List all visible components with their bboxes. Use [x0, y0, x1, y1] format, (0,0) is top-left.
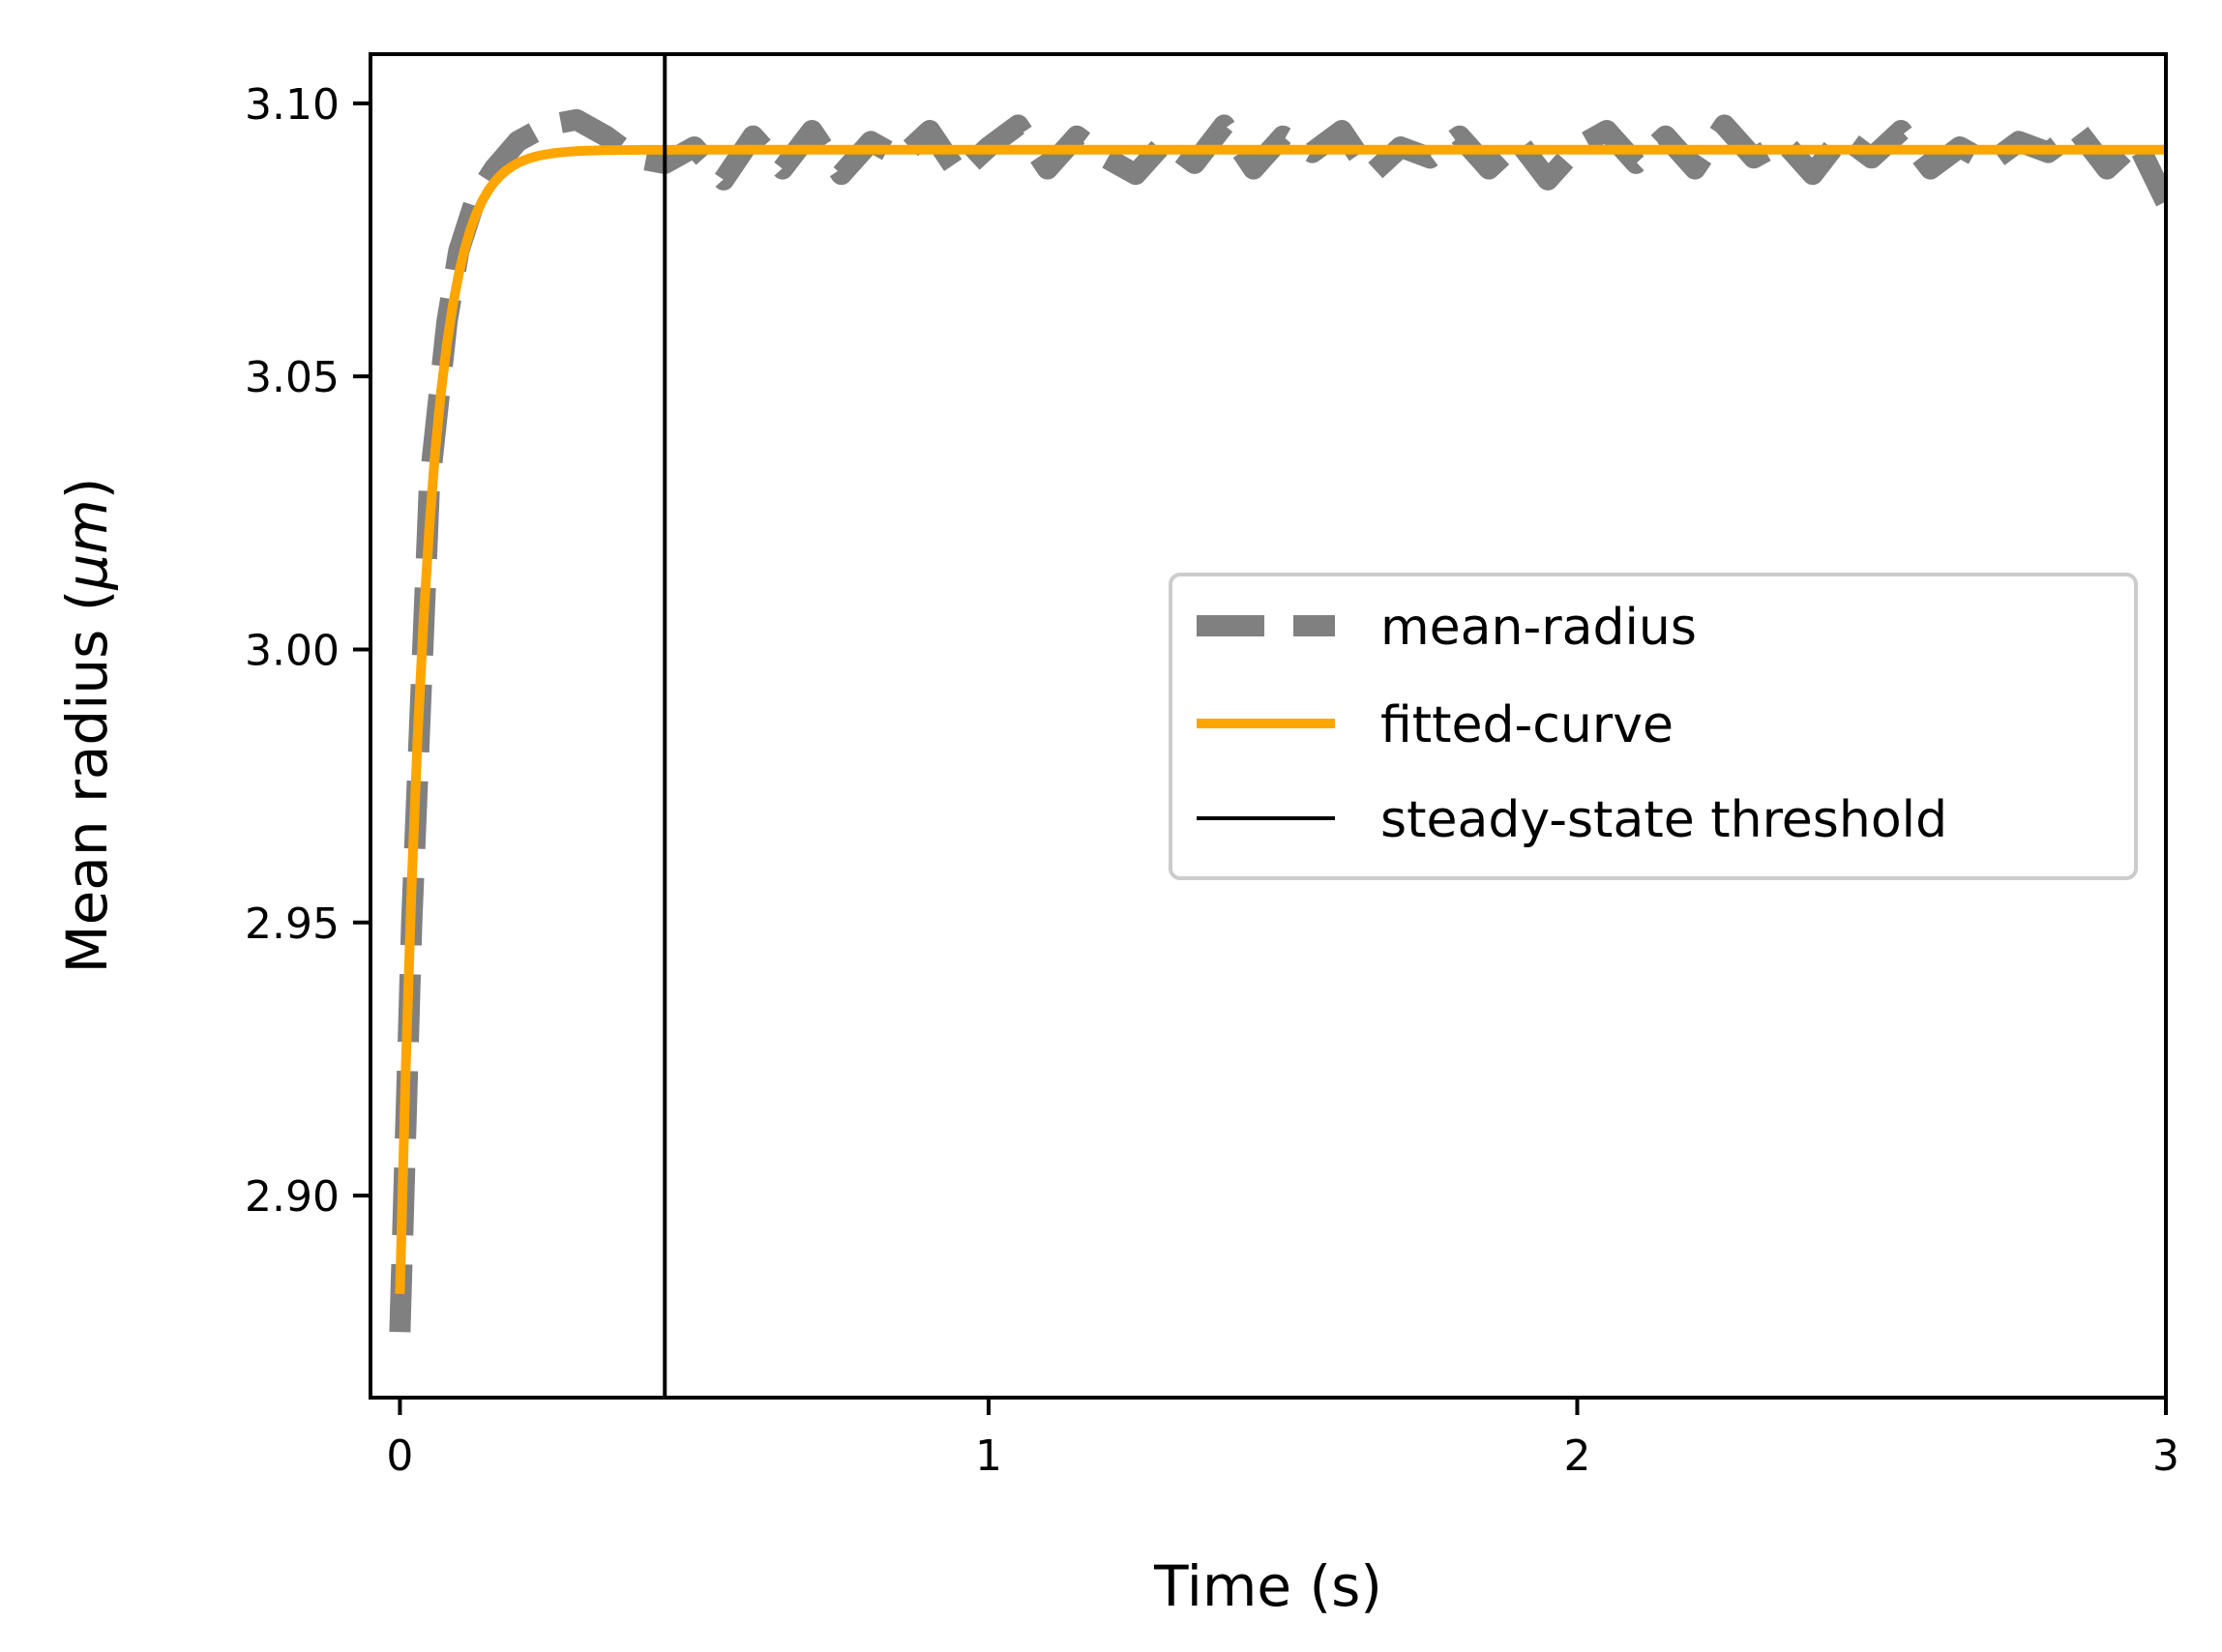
y-axis-label-suffix: ) [54, 478, 120, 500]
x-axis-ticks: 0 1 2 3 [386, 1398, 2179, 1481]
plot-content [389, 54, 2166, 1398]
series-fitted-curve-line [395, 144, 2166, 1294]
plot-area [389, 54, 2166, 1398]
y-axis-label-unit: μm [54, 499, 120, 590]
y-tick-label: 3.05 [245, 353, 340, 402]
x-tick-label: 1 [975, 1431, 1002, 1481]
y-axis-label: Mean radius (μm) [54, 478, 120, 974]
legend-label-threshold: steady-state threshold [1380, 791, 1947, 849]
y-tick-label: 2.95 [245, 900, 340, 949]
plot-frame [369, 52, 2168, 1400]
x-tick-label: 3 [2152, 1431, 2179, 1481]
x-axis-label: Time (s) [1153, 1553, 1382, 1619]
legend-box [1169, 573, 2138, 880]
legend-label-mean-radius: mean-radius [1380, 599, 1697, 657]
x-tick-label: 2 [1563, 1431, 1590, 1481]
y-axis-ticks: 2.90 2.95 3.00 3.05 3.10 [245, 80, 370, 1222]
legend-label-fitted-curve: fitted-curve [1380, 696, 1674, 754]
y-tick-label: 3.00 [245, 626, 340, 675]
y-tick-label: 3.10 [245, 80, 340, 130]
legend: mean-radius fitted-curve steady-state th… [1169, 573, 2138, 880]
x-tick-label: 0 [386, 1431, 413, 1481]
y-axis-label-prefix: Mean radius ( [54, 590, 120, 974]
y-tick-label: 2.90 [245, 1172, 340, 1222]
